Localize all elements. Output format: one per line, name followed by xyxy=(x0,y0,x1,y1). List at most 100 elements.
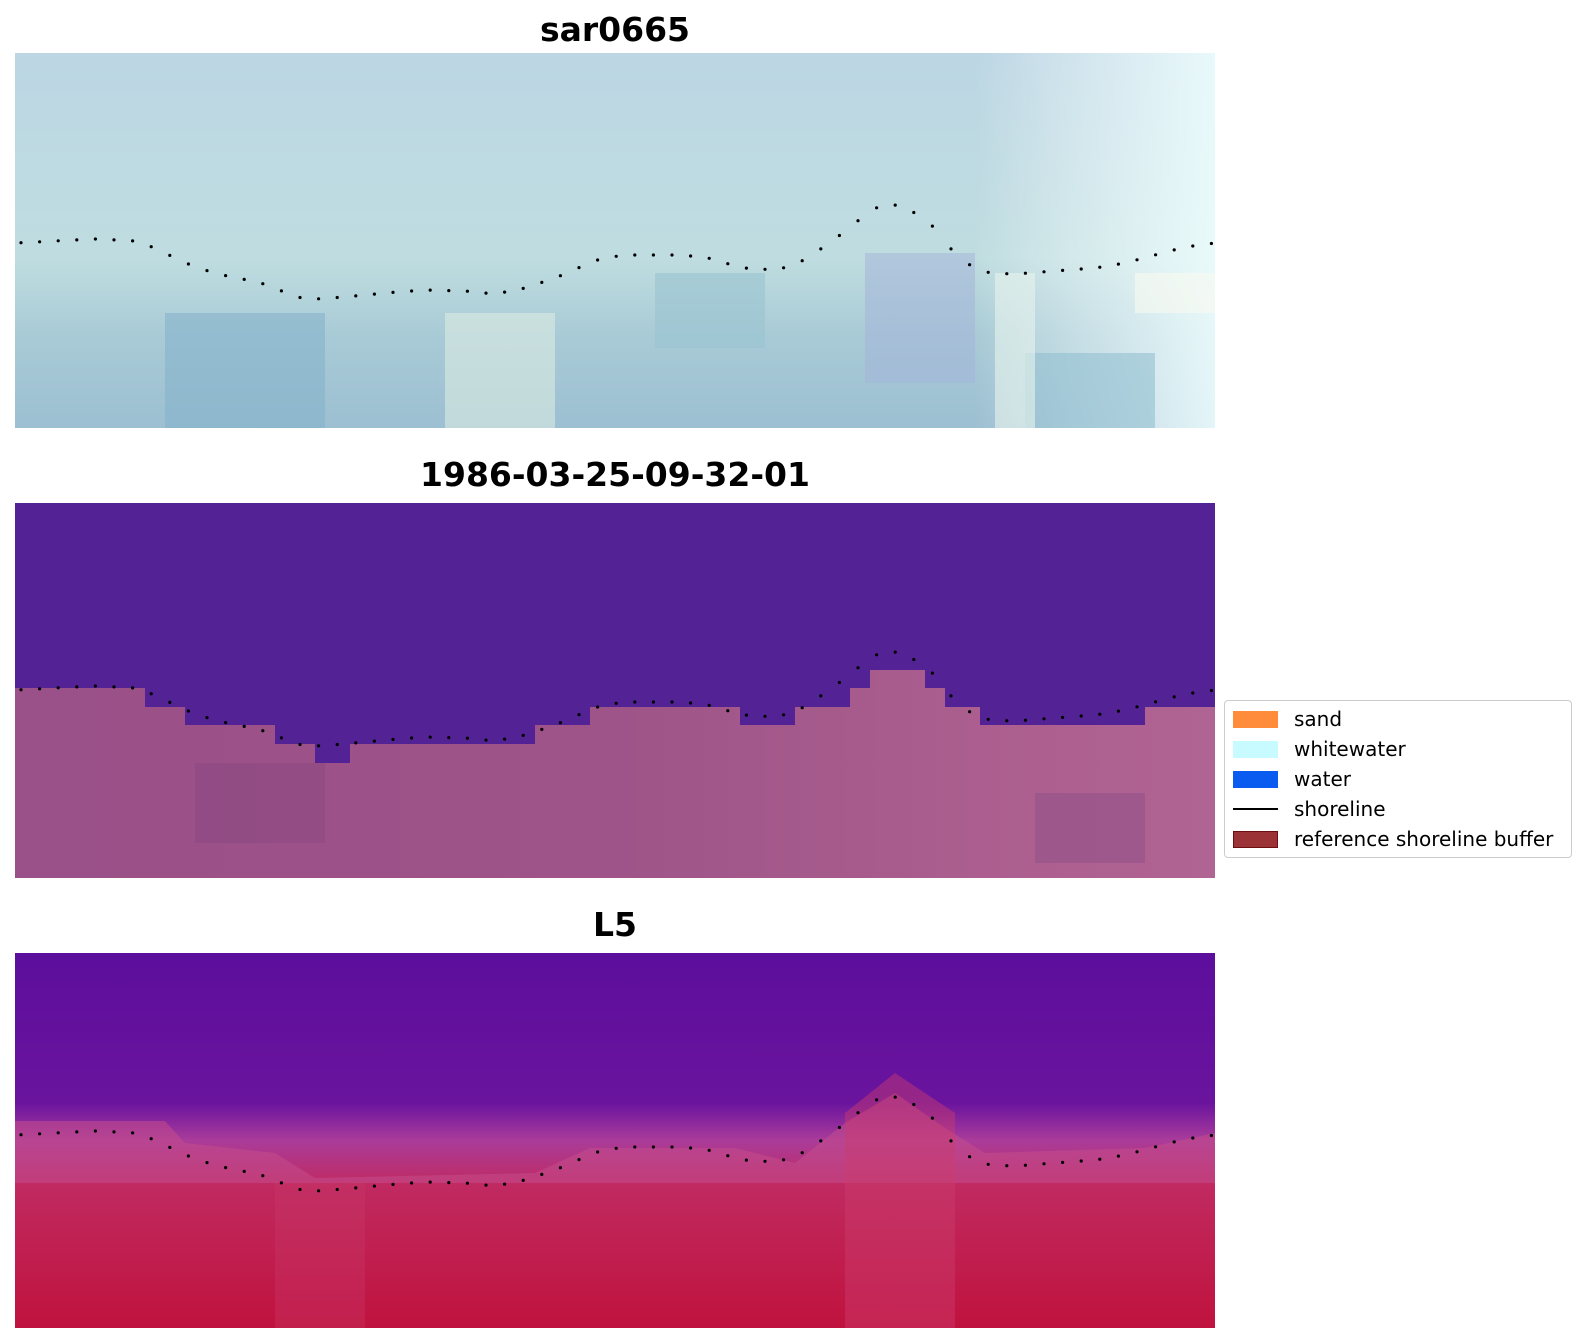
shoreline-dot xyxy=(540,1172,544,1176)
shoreline-dot xyxy=(503,737,507,741)
legend-swatch-shoreline xyxy=(1233,808,1278,810)
shoreline-dot xyxy=(149,692,153,696)
legend-item-sand: sand xyxy=(1233,707,1342,731)
shoreline-dot xyxy=(75,238,79,242)
shoreline-dot xyxy=(540,280,544,284)
shoreline-dot xyxy=(428,1180,432,1184)
shoreline-dot xyxy=(837,233,842,238)
shoreline-dot xyxy=(893,650,897,654)
shoreline-dot xyxy=(1116,1154,1120,1158)
shoreline-dot xyxy=(577,266,581,270)
shoreline-dot xyxy=(893,203,897,207)
shoreline-dot xyxy=(242,724,246,728)
shoreline-dot xyxy=(1135,258,1139,262)
shoreline-dot xyxy=(596,705,600,709)
shoreline-dot xyxy=(261,1174,265,1178)
shoreline-dot xyxy=(1079,1159,1083,1163)
legend-swatch-whitewater xyxy=(1233,740,1278,758)
shoreline-dot xyxy=(317,297,321,301)
shoreline-dot xyxy=(707,1148,711,1152)
shoreline-dot xyxy=(317,1189,321,1193)
legend-item-whitewater: whitewater xyxy=(1233,737,1406,761)
shoreline-dot xyxy=(205,269,209,273)
shoreline-dot xyxy=(224,274,228,278)
shoreline-dot xyxy=(651,700,656,704)
shoreline-dot xyxy=(186,262,190,266)
shoreline-dot xyxy=(56,686,60,690)
shoreline-dot xyxy=(38,1132,42,1136)
legend-label-reference-buffer: reference shoreline buffer xyxy=(1294,827,1554,851)
shoreline-dot xyxy=(279,736,283,740)
shoreline-dot xyxy=(689,1146,693,1150)
shoreline-dot xyxy=(968,710,972,714)
shoreline-dot xyxy=(1098,265,1102,269)
shoreline-dot xyxy=(242,277,246,281)
shoreline-dot xyxy=(186,1154,190,1158)
shoreline-dot xyxy=(875,206,879,210)
shoreline-dot xyxy=(1042,270,1046,274)
shoreline-dot xyxy=(633,1145,637,1149)
shoreline-dot xyxy=(949,694,953,698)
shoreline-dot xyxy=(465,289,469,293)
shoreline-dot xyxy=(205,716,209,720)
shoreline-dot xyxy=(354,1186,358,1190)
shoreline-dot xyxy=(335,295,339,300)
shoreline-dot xyxy=(149,245,153,249)
shoreline-dot xyxy=(465,736,469,740)
shoreline-dot xyxy=(596,258,600,262)
shoreline-dot xyxy=(558,721,563,725)
shoreline-dot xyxy=(1005,272,1009,276)
shoreline-dot xyxy=(354,294,358,298)
shoreline-dot xyxy=(633,700,637,704)
shoreline-dot xyxy=(1023,271,1027,275)
panel-title-l5: L5 xyxy=(593,905,637,944)
sar-image-panel xyxy=(15,53,1215,428)
shoreline-dot xyxy=(689,701,693,705)
shoreline-dot xyxy=(1042,717,1046,721)
shoreline-dot xyxy=(1061,1160,1065,1164)
shoreline-dot xyxy=(1116,709,1120,713)
legend-label-water: water xyxy=(1294,767,1351,791)
shoreline-dot xyxy=(56,239,60,243)
shoreline-dot xyxy=(726,262,730,266)
shoreline-dot xyxy=(912,1102,916,1107)
shoreline-dot xyxy=(447,736,451,740)
shoreline-dot xyxy=(930,671,935,675)
shoreline-dot xyxy=(93,684,97,688)
shoreline-dot xyxy=(224,1166,228,1170)
shoreline-dot xyxy=(1005,1164,1009,1168)
shoreline-dot xyxy=(279,289,283,293)
shoreline-dot xyxy=(131,239,135,243)
shoreline-dot xyxy=(484,291,488,295)
shoreline-dot xyxy=(354,741,358,745)
shoreline-dot xyxy=(131,1131,135,1135)
shoreline-dot xyxy=(1005,719,1009,723)
shoreline-dot xyxy=(484,1183,488,1187)
legend-swatch-reference-buffer xyxy=(1233,830,1278,848)
shoreline-dot xyxy=(986,717,990,721)
classified-image-panel xyxy=(15,503,1215,878)
shoreline-dot xyxy=(912,657,916,662)
shoreline-dot xyxy=(447,289,451,293)
panel-title-date: 1986-03-25-09-32-01 xyxy=(420,455,810,494)
shoreline-dot xyxy=(633,253,637,257)
shoreline-dot xyxy=(484,738,488,742)
shoreline-dot xyxy=(800,259,804,263)
shoreline-dot xyxy=(447,1181,451,1185)
shoreline-dot xyxy=(93,1129,97,1133)
shoreline-dot xyxy=(168,253,172,257)
shoreline-dot xyxy=(75,1130,79,1134)
shoreline-dot xyxy=(1061,268,1065,272)
shoreline-dot xyxy=(1135,1150,1139,1154)
shoreline-dot xyxy=(521,1178,525,1182)
shoreline-dot xyxy=(856,666,860,670)
legend-item-water: water xyxy=(1233,767,1351,791)
shoreline-dot xyxy=(800,706,804,710)
shoreline-dot xyxy=(744,1158,749,1162)
shoreline-dot xyxy=(372,1184,376,1188)
shoreline-dot xyxy=(670,1145,674,1149)
shoreline-dot xyxy=(875,653,879,657)
shoreline-dot xyxy=(261,729,265,733)
shoreline-dot xyxy=(465,1181,469,1185)
shoreline-dot xyxy=(949,1139,953,1143)
